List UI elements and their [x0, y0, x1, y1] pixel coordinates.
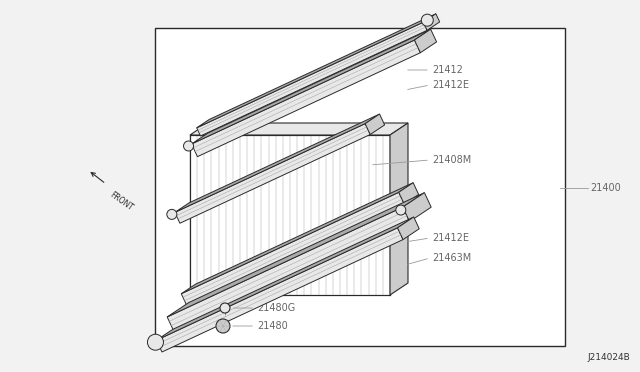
Polygon shape: [365, 114, 385, 135]
Polygon shape: [415, 29, 436, 53]
Polygon shape: [175, 114, 380, 212]
Polygon shape: [190, 135, 390, 295]
Circle shape: [147, 334, 163, 350]
Polygon shape: [390, 123, 408, 295]
Polygon shape: [156, 217, 413, 340]
Polygon shape: [191, 40, 420, 157]
Polygon shape: [196, 22, 427, 136]
Text: 21400: 21400: [590, 183, 621, 193]
Polygon shape: [156, 228, 403, 352]
Text: 21412: 21412: [432, 65, 463, 75]
Text: 21480G: 21480G: [257, 303, 295, 313]
Polygon shape: [167, 207, 410, 331]
Text: 21463M: 21463M: [432, 253, 471, 263]
Bar: [155, 28, 565, 346]
Text: 21480: 21480: [257, 321, 288, 331]
Polygon shape: [191, 29, 431, 144]
Circle shape: [216, 319, 230, 333]
Text: J214024B: J214024B: [588, 353, 630, 362]
Text: 21412E: 21412E: [432, 80, 469, 90]
Text: FRONT: FRONT: [108, 190, 134, 212]
Circle shape: [421, 14, 433, 26]
Circle shape: [184, 141, 193, 151]
Polygon shape: [403, 193, 431, 222]
Text: 21412E: 21412E: [432, 233, 469, 243]
Polygon shape: [167, 193, 424, 317]
Polygon shape: [399, 183, 419, 204]
Text: 21408M: 21408M: [432, 155, 471, 165]
Circle shape: [396, 205, 406, 215]
Polygon shape: [397, 217, 419, 240]
Circle shape: [167, 209, 177, 219]
Polygon shape: [423, 14, 440, 31]
Polygon shape: [175, 124, 370, 223]
Polygon shape: [190, 123, 408, 135]
Polygon shape: [181, 183, 413, 294]
Polygon shape: [196, 14, 436, 128]
Circle shape: [220, 303, 230, 313]
Polygon shape: [181, 192, 404, 305]
